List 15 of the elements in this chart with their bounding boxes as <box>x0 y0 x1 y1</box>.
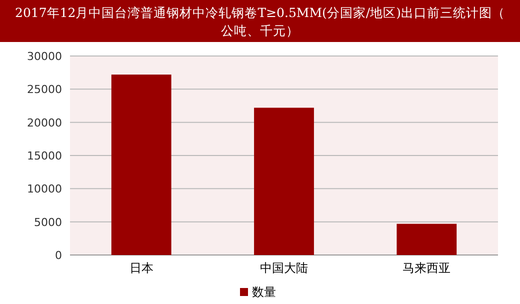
y-tick-label: 10000 <box>27 182 62 196</box>
bar <box>396 224 457 255</box>
y-tick-label: 15000 <box>27 150 62 162</box>
bar <box>254 108 314 255</box>
x-tick-label: 中国大陆 <box>260 261 308 275</box>
y-tick-label: 20000 <box>27 116 62 130</box>
y-tick-label: 0 <box>55 249 62 262</box>
y-tick-label: 25000 <box>27 83 62 96</box>
legend-label: 数量 <box>252 285 276 299</box>
x-tick-label: 马来西亚 <box>402 261 451 275</box>
chart-title: 2017年12月中国台湾普通钢材中冷轧钢卷T≥0.5MM(分国家/地区)出口前三统计图（公吨、千元） <box>15 5 505 38</box>
bar <box>111 74 172 255</box>
x-tick-label: 日本 <box>129 261 154 275</box>
y-tick-label: 5000 <box>34 216 62 229</box>
y-tick-label: 30000 <box>27 50 62 63</box>
